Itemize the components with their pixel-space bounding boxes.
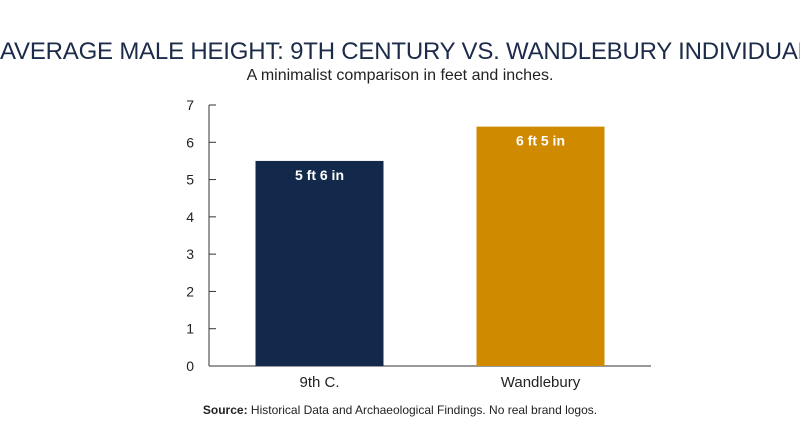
- source-note: Source: Historical Data and Archaeologic…: [0, 403, 800, 417]
- x-tick-label: 9th C.: [299, 374, 339, 391]
- source-label: Source:: [202, 403, 248, 417]
- bar: [476, 126, 605, 366]
- y-tick-label: 0: [186, 358, 194, 374]
- y-tick-label: 7: [186, 97, 194, 113]
- chart-title: AVERAGE MALE HEIGHT: 9TH CENTURY VS. WAN…: [0, 38, 800, 65]
- chart-subtitle: A minimalist comparison in feet and inch…: [246, 67, 554, 84]
- x-tick-label: Wandlebury: [501, 374, 581, 391]
- y-tick-label: 1: [186, 321, 194, 337]
- source-text: Historical Data and Archaeological Findi…: [247, 403, 598, 417]
- y-tick-label: 2: [186, 283, 194, 299]
- y-tick-label: 6: [186, 134, 194, 150]
- bar: [255, 160, 384, 366]
- bar-data-label: 6 ft 5 in: [516, 133, 565, 149]
- y-tick-label: 5: [186, 172, 194, 188]
- bar-data-label: 5 ft 6 in: [295, 167, 344, 183]
- y-tick-label: 3: [186, 246, 194, 262]
- y-tick-label: 4: [186, 209, 194, 225]
